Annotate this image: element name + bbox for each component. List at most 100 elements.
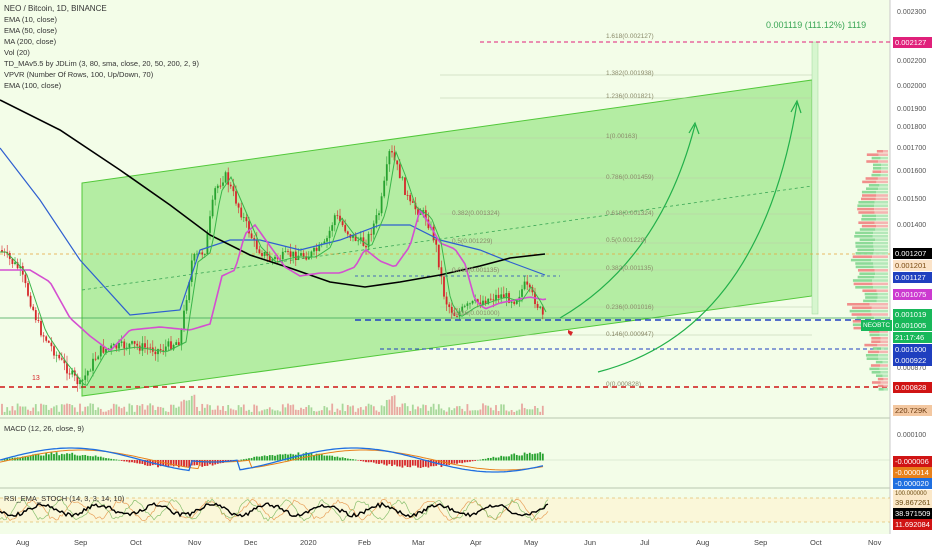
macd-histogram-bar bbox=[45, 452, 48, 461]
candle bbox=[89, 370, 92, 372]
macd-histogram-bar bbox=[313, 455, 315, 461]
macd-histogram-bar bbox=[401, 460, 404, 468]
candle bbox=[144, 343, 146, 348]
macd-histogram-bar bbox=[84, 454, 87, 461]
candle bbox=[248, 221, 250, 234]
macd-histogram-bar bbox=[383, 460, 386, 465]
volume-bar bbox=[346, 405, 349, 415]
volume-profile-bar bbox=[866, 160, 879, 163]
price-tag-support: 0.000828 bbox=[893, 382, 932, 393]
macd-histogram-bar bbox=[474, 460, 477, 461]
volume-bar bbox=[86, 406, 89, 415]
volume-profile-bar bbox=[869, 303, 888, 306]
volume-profile-bar bbox=[852, 255, 873, 258]
volume-bar bbox=[133, 411, 136, 415]
macd-histogram-bar bbox=[513, 453, 516, 461]
volume-bar bbox=[422, 404, 425, 415]
macd-label[interactable]: MACD (12, 26, close, 9) bbox=[4, 424, 85, 433]
candle bbox=[146, 347, 149, 349]
macd-histogram-bar bbox=[515, 454, 518, 461]
macd-histogram-bar bbox=[141, 460, 144, 464]
macd-histogram-bar bbox=[24, 456, 27, 461]
volume-profile-bar bbox=[855, 245, 874, 248]
volume-profile-bar bbox=[853, 282, 873, 286]
indicator-ma200[interactable]: MA (200, close) bbox=[4, 37, 57, 46]
volume-bar bbox=[518, 409, 521, 415]
projection-arrowhead bbox=[790, 99, 802, 114]
price-tag-level: 0.001000 bbox=[893, 344, 932, 355]
volume-profile-bar bbox=[857, 204, 875, 207]
volume-bar bbox=[458, 406, 461, 415]
candle bbox=[484, 300, 487, 304]
volume-bar bbox=[146, 405, 149, 415]
volume-bar bbox=[471, 410, 474, 415]
volume-bar bbox=[198, 411, 201, 415]
macd-histogram-bar bbox=[8, 458, 11, 461]
volume-profile-bar bbox=[880, 340, 888, 343]
volume-bar bbox=[261, 410, 263, 415]
candle bbox=[354, 234, 357, 241]
volume-profile-bar bbox=[880, 381, 888, 384]
candle bbox=[177, 342, 180, 346]
stoch-d-line bbox=[0, 498, 549, 522]
candle bbox=[128, 343, 131, 348]
indicator-ema100[interactable]: EMA (100, close) bbox=[4, 81, 62, 90]
volume-bar bbox=[378, 411, 380, 415]
macd-histogram-bar bbox=[86, 455, 89, 461]
volume-profile-bar bbox=[877, 296, 888, 299]
volume-bar bbox=[120, 408, 123, 415]
macd-histogram-bar bbox=[484, 458, 487, 461]
price-axis-label: 0.001500 bbox=[897, 196, 927, 203]
candle bbox=[450, 306, 453, 313]
macd-histogram-bar bbox=[37, 453, 40, 461]
volume-bar bbox=[313, 411, 315, 415]
volume-profile-bar bbox=[869, 330, 880, 333]
time-axis-label: Sep bbox=[754, 538, 768, 547]
volume-profile-bar bbox=[878, 153, 888, 156]
candle bbox=[66, 363, 68, 374]
macd-histogram-bar bbox=[453, 460, 456, 464]
indicator-vol[interactable]: Vol (20) bbox=[4, 48, 30, 57]
indicator-ema10[interactable]: EMA (10, close) bbox=[4, 15, 57, 24]
macd-histogram-bar bbox=[508, 456, 510, 461]
volume-bar bbox=[339, 410, 341, 415]
candle bbox=[274, 256, 276, 260]
macd-histogram-bar bbox=[274, 455, 276, 461]
volume-bar bbox=[424, 405, 427, 415]
time-axis-label: Oct bbox=[130, 538, 142, 547]
macd-histogram-bar bbox=[424, 460, 427, 467]
volume-bar bbox=[292, 404, 295, 415]
macd-histogram-bar bbox=[518, 455, 521, 461]
volume-bar bbox=[391, 396, 393, 415]
indicator-ema50[interactable]: EMA (50, close) bbox=[4, 26, 57, 35]
macd-histogram-bar bbox=[326, 455, 328, 461]
candle bbox=[331, 225, 334, 231]
price-tag-ema10: 0.001019 bbox=[893, 309, 932, 320]
candle bbox=[271, 259, 274, 261]
macd-histogram-bar bbox=[94, 455, 97, 461]
macd-histogram-bar bbox=[406, 460, 409, 468]
candle bbox=[344, 225, 347, 232]
volume-bar bbox=[144, 409, 146, 415]
macd-histogram-bar bbox=[261, 456, 263, 461]
macd-histogram-bar bbox=[118, 459, 120, 461]
volume-profile-bar bbox=[871, 371, 881, 374]
volume-bar bbox=[209, 405, 211, 415]
volume-profile-bar bbox=[873, 231, 888, 235]
volume-bar bbox=[385, 400, 388, 415]
candle bbox=[81, 379, 84, 381]
volume-bar bbox=[440, 408, 443, 415]
candle bbox=[482, 300, 484, 305]
indicator-vpvr[interactable]: VPVR (Number Of Rows, 100, Up/Down, 70) bbox=[4, 70, 154, 79]
volume-profile-bar bbox=[875, 218, 888, 221]
volume-bar bbox=[105, 411, 107, 415]
macd-histogram-bar bbox=[29, 455, 32, 461]
volume-profile-bar bbox=[855, 265, 874, 269]
candle bbox=[336, 215, 339, 217]
macd-histogram-bar bbox=[461, 460, 464, 464]
indicator-tdma[interactable]: TD_MAv5.5 by JDLim (3, 80, sma, close, 2… bbox=[4, 59, 199, 68]
candle bbox=[502, 294, 505, 299]
rsi-label[interactable]: RSI_EMA_STOCH (14, 3, 3, 14, 10) bbox=[4, 494, 125, 503]
